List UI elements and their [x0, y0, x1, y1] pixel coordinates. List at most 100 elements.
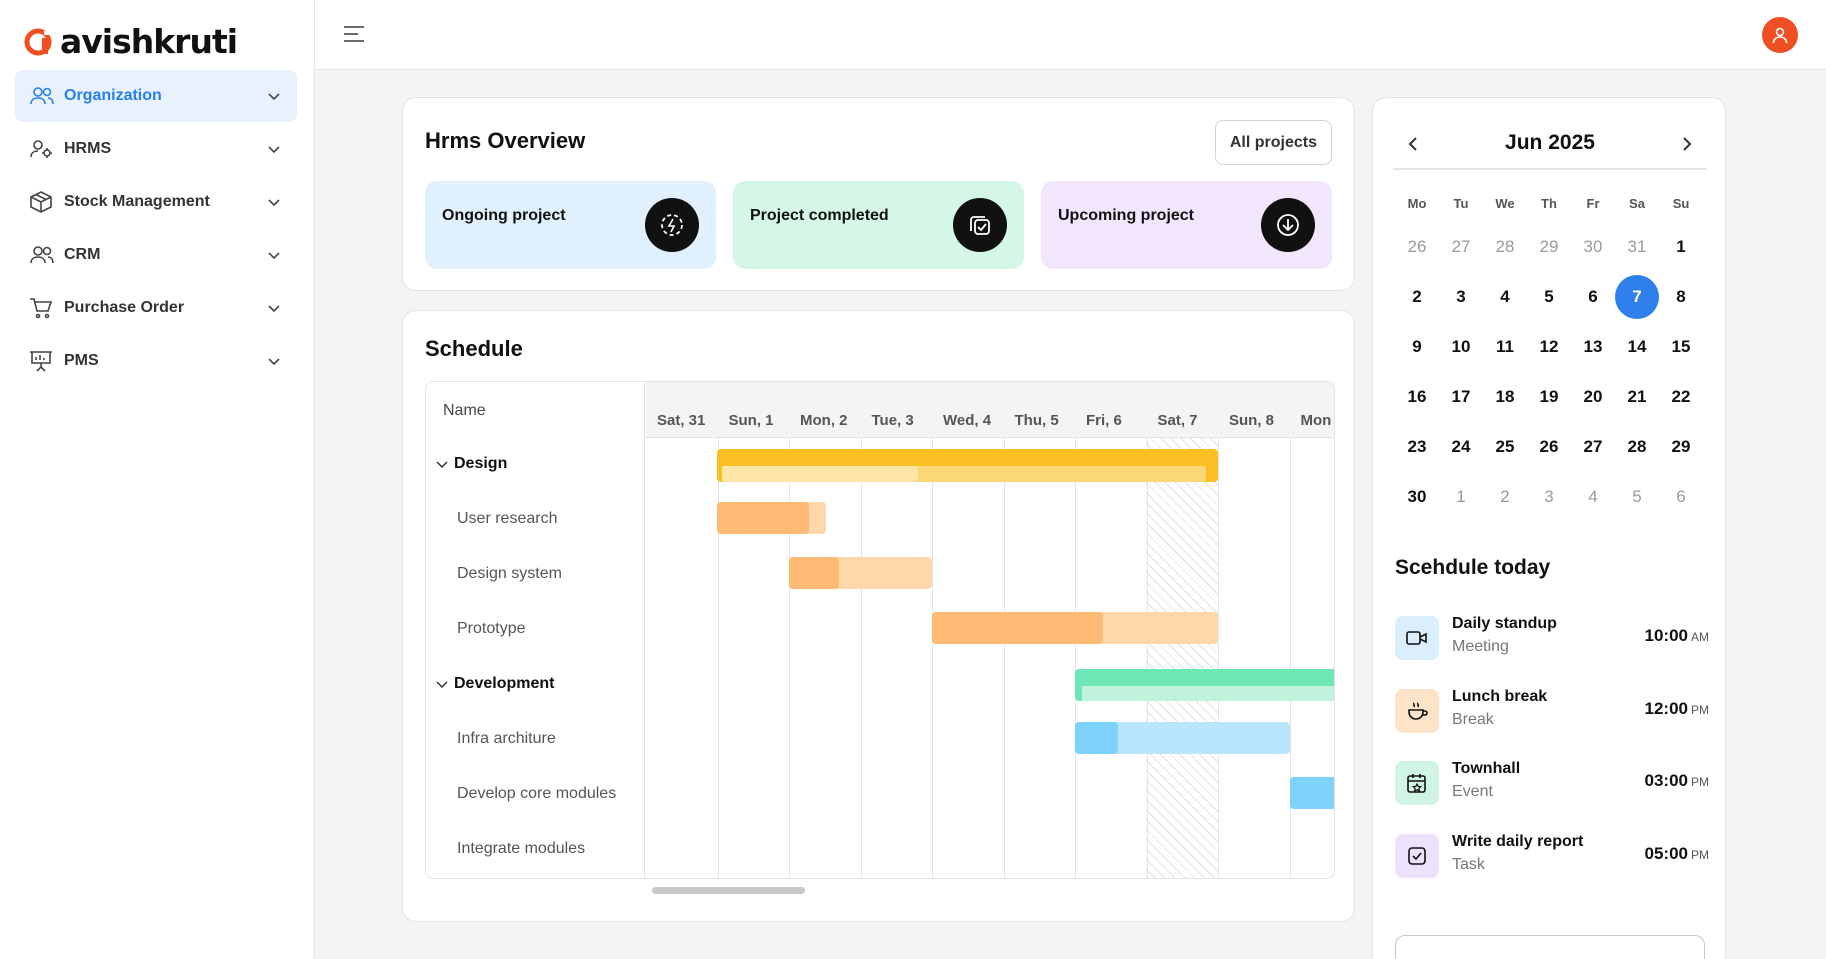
calendar-day[interactable]: 1	[1456, 487, 1466, 506]
calendar-day[interactable]: 4	[1588, 487, 1598, 506]
calendar-weekday: We	[1495, 196, 1515, 211]
chevron-down-icon[interactable]	[436, 458, 448, 470]
calendar-day[interactable]: 26	[1407, 237, 1427, 256]
calendar-day[interactable]: 11	[1496, 337, 1514, 356]
calendar-day[interactable]: 10	[1451, 337, 1471, 356]
event-type: Break	[1452, 711, 1494, 728]
calendar-day[interactable]: 29	[1671, 437, 1691, 456]
video-icon	[1395, 616, 1439, 660]
sidebar-item-crm[interactable]: CRM	[15, 229, 297, 281]
calendar-day[interactable]: 25	[1495, 437, 1515, 456]
calendar-day-today[interactable]: 7	[1615, 275, 1659, 319]
calendar-day[interactable]: 22	[1671, 387, 1691, 406]
sidebar-item-organization[interactable]: Organization	[15, 70, 297, 122]
calendar-day[interactable]: 28	[1627, 437, 1647, 456]
calendar-day[interactable]: 14	[1627, 337, 1647, 356]
all-projects-button[interactable]: All projects	[1214, 120, 1332, 165]
calendar-day[interactable]: 26	[1539, 437, 1559, 456]
calendar-day[interactable]: 3	[1544, 487, 1554, 506]
chevron-right-icon[interactable]	[1677, 134, 1697, 154]
chevron-left-icon[interactable]	[1403, 134, 1423, 154]
sidebar-item-stock-management[interactable]: Stock Management	[15, 176, 297, 228]
box-icon	[29, 190, 55, 214]
calendar-day[interactable]: 6	[1588, 287, 1598, 306]
event-item[interactable]: Lunch break Break 12:00 PM	[1395, 685, 1709, 741]
stat-label: Ongoing project	[442, 207, 566, 224]
menu-icon[interactable]	[343, 25, 365, 43]
brand-logo[interactable]: avishkruti	[24, 22, 238, 61]
calendar-day[interactable]: 18	[1495, 387, 1515, 406]
download-icon	[1261, 198, 1315, 252]
name-header: Name	[443, 402, 486, 419]
calendar-day[interactable]: 24	[1451, 437, 1471, 456]
calendar-day[interactable]: 28	[1495, 237, 1515, 256]
sidebar-item-purchase-order[interactable]: Purchase Order	[15, 282, 297, 334]
row-label: Development	[454, 675, 555, 692]
gantt-task-row[interactable]: Integrate modules	[457, 840, 586, 857]
calendar-day[interactable]: 2	[1412, 287, 1422, 306]
gantt-task-row[interactable]: Develop core modules	[457, 785, 617, 802]
gantt-group-row[interactable]: Development	[436, 675, 554, 693]
stat-label: Upcoming project	[1058, 207, 1195, 224]
calendar-day[interactable]: 1	[1676, 237, 1686, 256]
gantt-bar-development-progress	[1082, 686, 1334, 701]
calendar-day[interactable]: 15	[1671, 337, 1691, 356]
calendar-day[interactable]: 4	[1500, 287, 1510, 306]
calendar-day[interactable]: 27	[1451, 237, 1471, 256]
check-copy-icon	[953, 198, 1007, 252]
event-type: Event	[1452, 783, 1493, 800]
calendar-day[interactable]: 5	[1544, 287, 1554, 306]
event-item[interactable]: Daily standup Meeting 10:00 AM	[1395, 612, 1709, 668]
gantt-task-row[interactable]: User research	[457, 510, 558, 527]
sidebar-item-hrms[interactable]: HRMS	[15, 123, 297, 175]
calendar-day[interactable]: 23	[1407, 437, 1427, 456]
stat-project-completed[interactable]: Project completed	[733, 181, 1024, 269]
schedule-today-title: Scehdule today	[1395, 556, 1551, 579]
chevron-down-icon	[268, 358, 280, 366]
calendar-day[interactable]: 17	[1451, 387, 1471, 406]
gantt-task-row[interactable]: Design system	[457, 565, 562, 582]
gantt-scrollbar[interactable]	[652, 887, 805, 894]
calendar-day[interactable]: 6	[1676, 487, 1686, 506]
calendar-day[interactable]: 13	[1583, 337, 1603, 356]
gantt-day-label: Sun, 8	[1229, 412, 1275, 429]
gantt-grid-line	[1147, 438, 1148, 878]
avatar[interactable]	[1762, 17, 1798, 53]
calendar-weekday: Su	[1672, 196, 1690, 211]
event-item[interactable]: Write daily report Task 05:00 PM	[1395, 830, 1709, 886]
event-name: Daily standup	[1452, 615, 1557, 632]
gantt-grid-line	[718, 438, 719, 878]
gantt-task-row[interactable]: Prototype	[457, 620, 526, 637]
gantt-group-row[interactable]: Design	[436, 455, 507, 473]
calendar-day[interactable]: 30	[1583, 237, 1603, 256]
gantt-task-row[interactable]: Infra architure	[457, 730, 556, 747]
calendar-month: Jun 2025	[1505, 131, 1595, 154]
sidebar: avishkruti Organization HRMS Stock Manag…	[0, 0, 315, 959]
calendar-day[interactable]: 16	[1407, 387, 1427, 406]
calendar-day[interactable]: 21	[1627, 387, 1647, 406]
event-item[interactable]: Townhall Event 03:00 PM	[1395, 757, 1709, 813]
gantt-bar-develop-core-modules[interactable]	[1290, 777, 1334, 809]
calendar-day[interactable]: 5	[1632, 487, 1642, 506]
calendar-day[interactable]: 8	[1676, 287, 1686, 306]
calendar-day[interactable]: 20	[1583, 387, 1603, 406]
gantt-grid-line	[1290, 438, 1291, 878]
calendar-day[interactable]: 30	[1407, 487, 1427, 506]
sidebar-item-pms[interactable]: PMS	[15, 335, 297, 387]
gantt-grid-line	[789, 438, 790, 878]
calendar-day[interactable]: 27	[1583, 437, 1603, 456]
calendar-day[interactable]: 9	[1412, 337, 1422, 356]
logo-mark-icon	[24, 28, 52, 55]
gantt-grid-line	[1004, 438, 1005, 878]
calendar-day[interactable]: 2	[1500, 487, 1510, 506]
chevron-down-icon[interactable]	[436, 678, 448, 690]
calendar-day[interactable]: 3	[1456, 287, 1466, 306]
calendar-day[interactable]: 12	[1539, 337, 1559, 356]
stat-upcoming-project[interactable]: Upcoming project	[1041, 181, 1332, 269]
add-event-button[interactable]: Add event	[1395, 935, 1705, 959]
calendar-day[interactable]: 31	[1627, 237, 1647, 256]
event-time: 10:00 AM	[1644, 626, 1709, 645]
calendar-day[interactable]: 29	[1539, 237, 1559, 256]
calendar-day[interactable]: 19	[1539, 387, 1559, 406]
stat-ongoing-project[interactable]: Ongoing project	[425, 181, 716, 269]
